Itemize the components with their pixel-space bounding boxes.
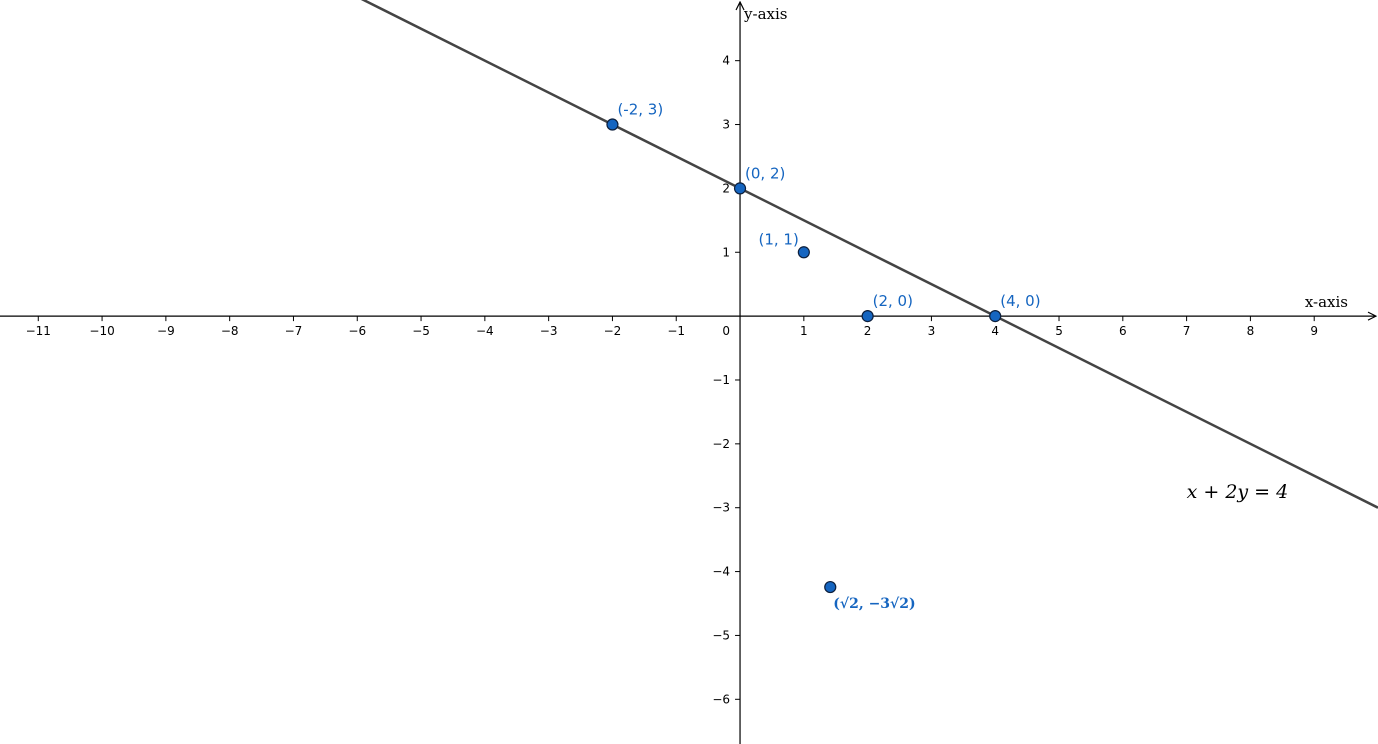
x-tick-label: −8 [221, 324, 239, 338]
data-point-label: (0, 2) [745, 164, 785, 182]
y-tick-label: −6 [712, 692, 730, 706]
line-equation-label: x + 2y = 4 [1187, 481, 1289, 503]
y-tick-label: −1 [712, 373, 730, 387]
data-point [824, 580, 837, 594]
data-point [606, 118, 619, 131]
data-point [733, 182, 747, 195]
x-tick-label: −10 [89, 324, 114, 338]
x-tick-label: 7 [1183, 324, 1191, 338]
x-tick-label: 2 [864, 324, 872, 338]
data-point-label: (1, 1) [759, 230, 799, 248]
x-tick-label: −4 [476, 324, 494, 338]
x-tick-label: −6 [348, 324, 366, 338]
x-tick-label: 1 [800, 324, 808, 338]
data-point-label: (√2, −3√2) [833, 596, 915, 612]
y-tick-label: 4 [722, 54, 730, 68]
y-tick-label: 1 [722, 245, 730, 259]
x-tick-label: 4 [991, 324, 999, 338]
data-points [606, 118, 1002, 594]
x-tick-label: −7 [285, 324, 303, 338]
y-tick-label: −4 [712, 565, 730, 579]
line-series-path [360, 0, 1378, 509]
x-tick-label: −2 [604, 324, 622, 338]
x-tick-label: 3 [928, 324, 936, 338]
data-point [861, 310, 874, 323]
data-point [989, 310, 1002, 323]
axis-ticks: −11 −10 −9 −8 −7 −6 −5 −4 −3 −2 −1 1 2 3 4 5 6 7 8 94321−1−… [26, 54, 1318, 707]
data-point-label: (-2, 3) [617, 101, 663, 119]
x-tick-label: 5 [1055, 324, 1063, 338]
y-tick-label: 3 [722, 118, 730, 132]
x-tick-label: −1 [667, 324, 685, 338]
y-tick-label: −2 [712, 437, 730, 451]
line-series: x + 2y = 4 [360, 0, 1378, 509]
y-axis-label: y-axis [743, 5, 787, 23]
x-tick-label: −5 [412, 324, 430, 338]
data-point-label: (2, 0) [873, 292, 913, 310]
x-tick-label: −3 [540, 324, 558, 338]
x-tick-label: 6 [1119, 324, 1127, 338]
data-point [797, 246, 810, 259]
x-tick-label: 8 [1247, 324, 1255, 338]
x-tick-label: 9 [1310, 324, 1318, 338]
point-labels: (-2, 3) (0, 2) (1, 1) (2, 0) (4, 0) (√2, −3√2… [617, 101, 1040, 613]
data-point-label: (4, 0) [1000, 292, 1040, 310]
y-tick-label: −3 [712, 501, 730, 515]
y-tick-label: 2 [722, 181, 730, 195]
y-tick-label: −5 [712, 628, 730, 642]
origin-label: 0 [722, 324, 730, 338]
x-tick-label: −11 [26, 324, 51, 338]
x-tick-label: −9 [157, 324, 175, 338]
x-axis-label: x-axis [1305, 293, 1348, 311]
